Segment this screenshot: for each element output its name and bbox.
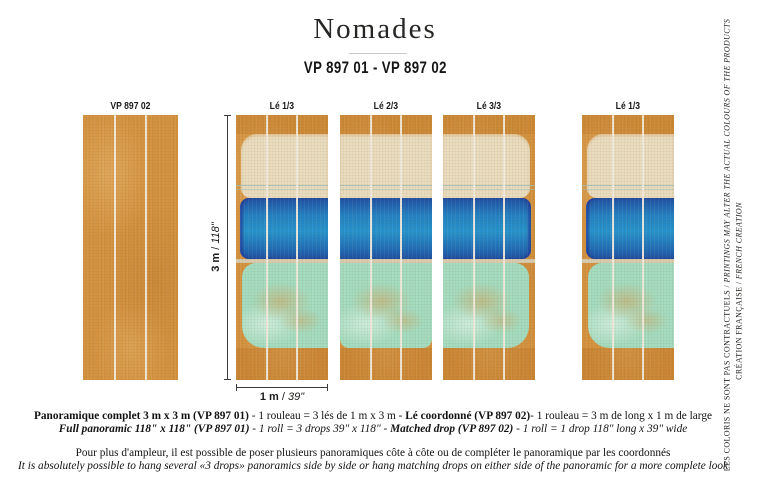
text-segment: Lé coordonné (VP 897 02) <box>405 410 531 422</box>
colors-disclaimer-vertical-text: LES COLORIS NE SONT PAS CONTRACTUELS / P… <box>723 19 732 471</box>
product-reference: VP 897 01 - VP 897 02 <box>0 59 750 78</box>
wallpaper-panel-le-3-3: Lé 3/3 <box>443 96 535 380</box>
bottom-orange-band <box>443 348 535 380</box>
blue-band <box>586 198 674 259</box>
panel-artwork <box>443 115 535 380</box>
seam-divider <box>296 115 299 380</box>
width-dimension-line <box>236 384 328 391</box>
panel-artwork <box>83 115 178 380</box>
pinstripe-line <box>236 189 328 190</box>
cloud-shape <box>340 134 432 198</box>
specs-block: Panoramique complet 3 m x 3 m (VP 897 01… <box>0 410 746 435</box>
text-segment: 1 m <box>259 391 282 403</box>
top-orange-band <box>340 115 432 134</box>
pinstripe-line <box>340 189 432 190</box>
text-segment: Full panoramic 118" x 118" (VP 897 01) <box>58 422 250 435</box>
creation-vertical-text: CRÉATION FRANÇAISE / FRENCH CREATION <box>735 202 744 380</box>
wallpaper-panel-vp-897-02: VP 897 02 <box>83 96 178 380</box>
text-segment: LES COLORIS NE SONT PAS CONTRACTUELS / <box>722 282 732 472</box>
pinstripe-line <box>582 185 674 186</box>
text-segment: - 1 rouleau = 3 lés de 1 m x 3 m - <box>248 410 406 422</box>
panel-label-vp-897-02: VP 897 02 <box>83 96 178 115</box>
top-orange-band <box>236 115 328 134</box>
seam-divider <box>400 115 403 380</box>
seam-divider <box>113 115 116 380</box>
product-reference-text: VP 897 01 - VP 897 02 <box>303 59 447 77</box>
title-divider <box>349 53 407 54</box>
panel-artwork <box>582 115 674 380</box>
text-segment: - 1 rouleau = 3 m de long x 1 m de large <box>530 410 713 422</box>
seam-divider <box>369 115 372 380</box>
panel-label-text: Lé 1/3 <box>615 100 641 112</box>
specs-line-en: Full panoramic 118" x 118" (VP 897 01) -… <box>0 423 746 436</box>
panel-artwork <box>340 115 432 380</box>
text-segment: CRÉATION FRANÇAISE / <box>734 279 744 380</box>
notes-block: Pour plus d'ampleur, il est possible de … <box>0 447 746 472</box>
text-segment: Panoramique complet 3 m x 3 m (VP 897 01… <box>33 410 249 422</box>
pinstripe-line <box>443 185 535 186</box>
mint-band <box>242 263 328 348</box>
seam-divider <box>472 115 475 380</box>
bottom-orange-band <box>236 348 328 380</box>
width-dimension-label: 1 m / 39" <box>236 391 328 403</box>
seam-divider <box>503 115 506 380</box>
seam-divider <box>145 115 148 380</box>
text-segment: Matched drop (VP 897 02) <box>390 422 514 435</box>
mint-band <box>588 263 674 348</box>
panel-label-le-1-3-a: Lé 1/3 <box>236 96 328 115</box>
text-segment: 39" <box>288 391 305 403</box>
note-line-en: It is absolutely possible to hang severa… <box>17 459 729 472</box>
cloud-shape <box>587 134 674 198</box>
height-dimension-line <box>224 115 231 380</box>
text-segment: 118" <box>210 222 222 244</box>
text-segment: PRINTINGS MAY ALTER THE ACTUAL COLOURS O… <box>722 18 732 283</box>
note-line-fr: Pour plus d'ampleur, il est possible de … <box>75 447 671 459</box>
panel-artwork <box>236 115 328 380</box>
wallpaper-panel-le-2-3: Lé 2/3 <box>340 96 432 380</box>
panel-label-le-1-3-b: Lé 1/3 <box>582 96 674 115</box>
text-segment: - 1 roll = 3 drops 39" x 118" - <box>249 422 391 435</box>
pinstripe-line <box>443 189 535 190</box>
specs-line-fr: Panoramique complet 3 m x 3 m (VP 897 01… <box>0 410 746 423</box>
blue-band <box>240 198 328 259</box>
beige-line <box>443 259 535 263</box>
wallpaper-panel-le-1-3-a: Lé 1/3 <box>236 96 328 380</box>
text-segment: - 1 roll = 1 drop 118" long x 39" wide <box>513 422 688 435</box>
panel-label-text: Lé 1/3 <box>269 100 295 112</box>
blue-band <box>340 198 432 259</box>
beige-line <box>340 259 432 263</box>
top-orange-band <box>582 115 674 134</box>
text-segment: / <box>281 391 288 403</box>
panel-label-text: VP 897 02 <box>110 100 151 112</box>
text-segment: FRENCH CREATION <box>734 202 744 280</box>
seam-divider <box>642 115 645 380</box>
panel-label-le-3-3: Lé 3/3 <box>443 96 535 115</box>
panel-label-text: Lé 3/3 <box>476 100 502 112</box>
pinstripe-line <box>236 185 328 186</box>
seam-divider <box>265 115 268 380</box>
cloud-shape <box>241 134 328 198</box>
canvas-texture <box>83 115 178 380</box>
beige-line <box>582 259 674 263</box>
text-segment: 3 m <box>210 249 222 272</box>
page-title: Nomades <box>313 13 437 45</box>
height-dimension-label: 3 m / 118" <box>210 222 222 272</box>
mint-band <box>443 263 529 348</box>
text-segment: / <box>210 243 222 250</box>
blue-band <box>443 198 531 259</box>
bottom-orange-band <box>340 348 432 380</box>
wallpaper-panel-le-1-3-b: Lé 1/3 <box>582 96 674 380</box>
panel-label-le-2-3: Lé 2/3 <box>340 96 432 115</box>
panel-label-text: Lé 2/3 <box>373 100 399 112</box>
beige-line <box>236 259 328 263</box>
mint-band <box>340 263 432 348</box>
bottom-orange-band <box>582 348 674 380</box>
pinstripe-line <box>582 189 674 190</box>
cloud-shape <box>443 134 530 198</box>
top-orange-band <box>443 115 535 134</box>
seam-divider <box>611 115 614 380</box>
pinstripe-line <box>340 185 432 186</box>
